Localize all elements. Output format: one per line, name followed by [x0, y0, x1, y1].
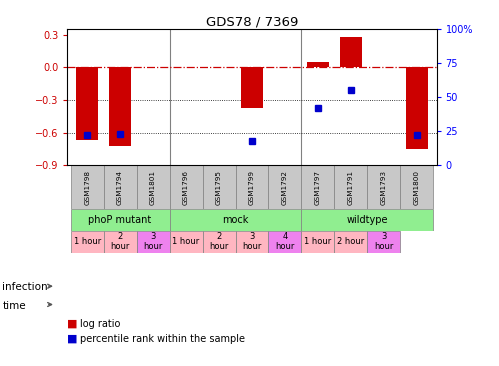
FancyBboxPatch shape: [268, 165, 301, 209]
Text: 2 hour: 2 hour: [337, 237, 365, 246]
FancyBboxPatch shape: [334, 165, 367, 209]
Text: 2
hour: 2 hour: [210, 232, 229, 251]
FancyBboxPatch shape: [301, 209, 433, 231]
Text: mock: mock: [223, 215, 249, 225]
FancyBboxPatch shape: [203, 231, 236, 253]
FancyBboxPatch shape: [170, 165, 203, 209]
Text: 2
hour: 2 hour: [110, 232, 130, 251]
FancyBboxPatch shape: [301, 231, 334, 253]
FancyBboxPatch shape: [71, 209, 170, 231]
Text: 1 hour: 1 hour: [73, 237, 101, 246]
FancyBboxPatch shape: [170, 231, 203, 253]
Text: GSM1800: GSM1800: [414, 169, 420, 205]
FancyBboxPatch shape: [203, 165, 236, 209]
Text: GSM1796: GSM1796: [183, 169, 189, 205]
FancyBboxPatch shape: [236, 165, 268, 209]
FancyBboxPatch shape: [367, 165, 400, 209]
Text: GSM1791: GSM1791: [348, 169, 354, 205]
Text: percentile rank within the sample: percentile rank within the sample: [80, 333, 245, 344]
Text: 3
hour: 3 hour: [374, 232, 394, 251]
FancyBboxPatch shape: [301, 165, 334, 209]
Text: GSM1795: GSM1795: [216, 169, 222, 205]
FancyBboxPatch shape: [334, 231, 367, 253]
Text: GSM1792: GSM1792: [282, 169, 288, 205]
Text: 3
hour: 3 hour: [243, 232, 261, 251]
FancyBboxPatch shape: [367, 231, 400, 253]
Bar: [406, 67, 428, 149]
Text: 4
hour: 4 hour: [275, 232, 294, 251]
Text: ■: ■: [67, 319, 78, 329]
Text: 1 hour: 1 hour: [173, 237, 200, 246]
Text: GSM1793: GSM1793: [381, 169, 387, 205]
Text: 3
hour: 3 hour: [143, 232, 163, 251]
FancyBboxPatch shape: [104, 165, 137, 209]
Bar: [242, 67, 262, 108]
FancyBboxPatch shape: [71, 165, 104, 209]
Text: phoP mutant: phoP mutant: [88, 215, 152, 225]
FancyBboxPatch shape: [236, 231, 268, 253]
FancyBboxPatch shape: [137, 231, 170, 253]
Text: GSM1799: GSM1799: [249, 169, 255, 205]
Bar: [307, 62, 329, 67]
FancyBboxPatch shape: [137, 165, 170, 209]
Bar: [340, 37, 362, 67]
Title: GDS78 / 7369: GDS78 / 7369: [206, 15, 298, 28]
Text: log ratio: log ratio: [80, 319, 120, 329]
Text: infection: infection: [2, 282, 48, 292]
FancyBboxPatch shape: [268, 231, 301, 253]
Text: time: time: [2, 300, 26, 311]
Text: GSM1797: GSM1797: [315, 169, 321, 205]
FancyBboxPatch shape: [170, 209, 301, 231]
FancyBboxPatch shape: [104, 231, 137, 253]
Text: wildtype: wildtype: [347, 215, 388, 225]
Text: GSM1798: GSM1798: [84, 169, 90, 205]
Text: ■: ■: [67, 333, 78, 344]
FancyBboxPatch shape: [71, 231, 104, 253]
Text: 1 hour: 1 hour: [304, 237, 331, 246]
FancyBboxPatch shape: [400, 165, 433, 209]
Bar: [76, 67, 98, 140]
Bar: [109, 67, 131, 146]
Text: GSM1801: GSM1801: [150, 169, 156, 205]
Text: GSM1794: GSM1794: [117, 169, 123, 205]
